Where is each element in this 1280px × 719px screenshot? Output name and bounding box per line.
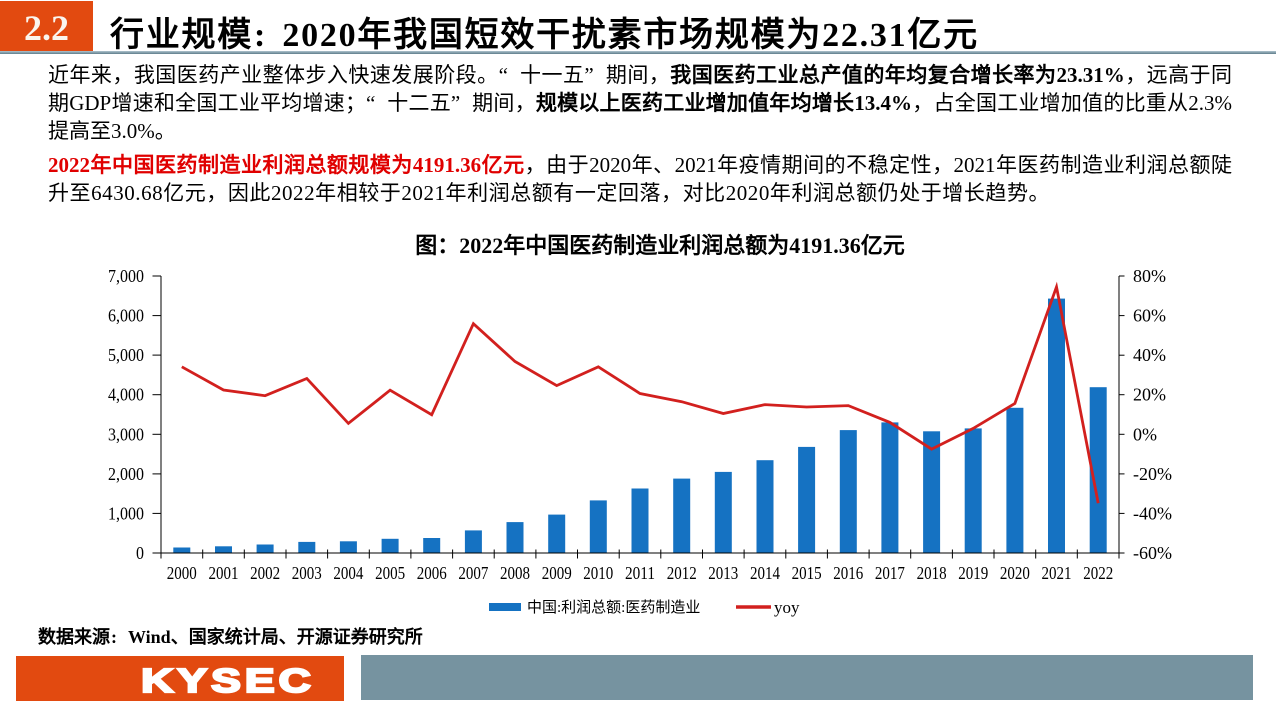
svg-text:2016: 2016 xyxy=(833,563,863,583)
svg-text:2004: 2004 xyxy=(333,563,363,583)
svg-text:6,000: 6,000 xyxy=(108,306,144,326)
svg-text:2014: 2014 xyxy=(750,563,780,583)
svg-text:0%: 0% xyxy=(1133,424,1157,444)
svg-text:80%: 80% xyxy=(1133,266,1166,286)
svg-text:2022: 2022 xyxy=(1083,563,1113,583)
svg-text:2019: 2019 xyxy=(958,563,988,583)
svg-text:2015: 2015 xyxy=(792,563,822,583)
svg-text:4,000: 4,000 xyxy=(108,385,144,405)
svg-text:2003: 2003 xyxy=(292,563,322,583)
svg-text:2,000: 2,000 xyxy=(108,464,144,484)
svg-text:2007: 2007 xyxy=(458,563,488,583)
svg-text:2020: 2020 xyxy=(1000,563,1030,583)
svg-text:2018: 2018 xyxy=(917,563,947,583)
svg-text:7,000: 7,000 xyxy=(108,266,144,286)
svg-text:-20%: -20% xyxy=(1133,464,1172,484)
svg-text:2002: 2002 xyxy=(250,563,280,583)
svg-text:2006: 2006 xyxy=(417,563,447,583)
svg-text:0: 0 xyxy=(136,543,144,563)
svg-text:2009: 2009 xyxy=(542,563,572,583)
svg-text:-40%: -40% xyxy=(1133,503,1172,523)
svg-text:2013: 2013 xyxy=(708,563,738,583)
svg-text:2017: 2017 xyxy=(875,563,905,583)
svg-text:yoy: yoy xyxy=(774,598,800,617)
svg-text:5,000: 5,000 xyxy=(108,345,144,365)
svg-text:60%: 60% xyxy=(1133,306,1166,326)
svg-text:20%: 20% xyxy=(1133,385,1166,405)
svg-text:2000: 2000 xyxy=(167,563,197,583)
svg-text:2008: 2008 xyxy=(500,563,530,583)
svg-text:2021: 2021 xyxy=(1042,563,1072,583)
svg-text:2005: 2005 xyxy=(375,563,405,583)
svg-text:40%: 40% xyxy=(1133,345,1166,365)
svg-text:2001: 2001 xyxy=(209,563,239,583)
svg-text:-60%: -60% xyxy=(1133,543,1172,563)
svg-text:中国:利润总额:医药制造业: 中国:利润总额:医药制造业 xyxy=(527,599,700,616)
svg-text:2010: 2010 xyxy=(583,563,613,583)
svg-text:2011: 2011 xyxy=(625,563,655,583)
svg-text:2012: 2012 xyxy=(667,563,697,583)
svg-text:1,000: 1,000 xyxy=(108,503,144,523)
svg-text:3,000: 3,000 xyxy=(108,424,144,444)
